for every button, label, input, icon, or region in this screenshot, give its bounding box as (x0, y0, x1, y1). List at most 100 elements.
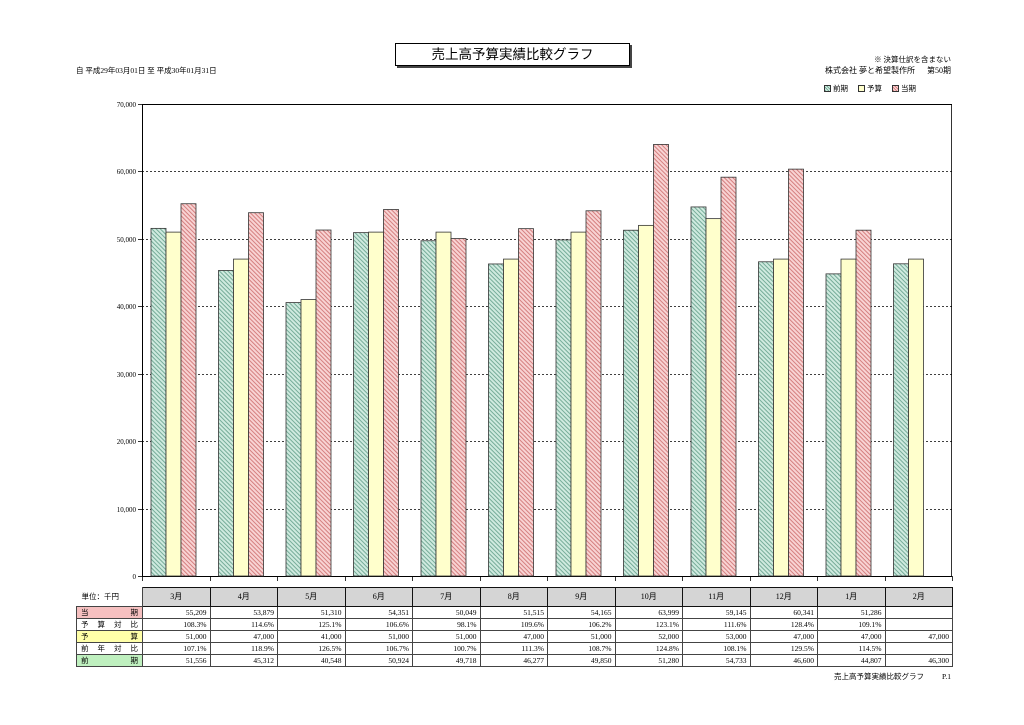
table-cell: 46,277 (479, 654, 548, 667)
bar-budget-9 (705, 218, 722, 577)
table-header-month: 2月 (884, 587, 953, 607)
table-cell: 54,351 (344, 606, 413, 619)
table-header-row: 単位：千円 3月 4月 5月 6月 7月 8月 9月 10月 11月 12月 1月 2月 (76, 587, 953, 607)
table-cell: 106.6% (344, 618, 413, 631)
bar-current-year-10 (788, 168, 804, 577)
bar-budget-4 (368, 231, 384, 577)
table-cell: 109.1% (817, 618, 886, 631)
table-header-month: 9月 (547, 587, 616, 607)
chart-legend: 前期 予算 当期 (824, 84, 916, 93)
company-info: 株式会社 夢と希望製作所 第50期 (825, 66, 951, 76)
bar-prior-year-6 (488, 263, 504, 577)
page-footer: 売上高予算実績比較グラフ P.1 (834, 672, 951, 682)
table-cell: 126.5% (277, 642, 346, 655)
table-row: 当期 55,209 53,879 51,310 54,351 50,049 51,515 54… (76, 606, 953, 619)
table-header-month: 12月 (749, 587, 818, 607)
table-cell: 114.6% (209, 618, 278, 631)
table-cell: 54,733 (682, 654, 751, 667)
bar-prior-year-9 (690, 206, 707, 577)
table-cell: 128.4% (749, 618, 818, 631)
table-cell: 59,145 (682, 606, 751, 619)
table-cell: 129.5% (749, 642, 818, 655)
table-cell: 47,000 (209, 630, 278, 643)
bar-current-year-5 (450, 238, 467, 577)
bar-current-year-8 (653, 144, 669, 577)
bar-prior-year-2 (218, 270, 234, 577)
table-body: 当期 55,209 53,879 51,310 54,351 50,049 51,515 54… (76, 606, 953, 667)
table-row: 予算 51,000 47,000 41,000 51,000 51,000 47,000 51… (76, 630, 953, 643)
bar-prior-year-3 (285, 302, 302, 577)
y-tick-label: 70,000 (117, 101, 137, 109)
legend-label-budget: 予算 (867, 84, 882, 93)
table-cell: 98.1% (412, 618, 481, 631)
table-header-month: 7月 (412, 587, 481, 607)
table-cell: 118.9% (209, 642, 278, 655)
table-cell: 51,280 (614, 654, 683, 667)
bar-budget-8 (638, 224, 654, 577)
table-cell: 51,000 (344, 630, 413, 643)
table-row: 予算対比 108.3% 114.6% 125.1% 106.6% 98.1% 109.6% 1… (76, 618, 953, 631)
row-label: 前年対比 (76, 642, 143, 655)
bar-prior-year-4 (353, 232, 369, 577)
bar-budget-11 (840, 258, 857, 577)
bar-prior-year-11 (825, 273, 842, 577)
bar-current-year-2 (248, 212, 264, 577)
table-cell: 49,718 (412, 654, 481, 667)
table-header-month: 11月 (682, 587, 751, 607)
table-cell: 47,000 (479, 630, 548, 643)
table-cell (884, 606, 953, 619)
gridlines (142, 104, 952, 577)
unit-label: 単位：千円 (76, 587, 143, 607)
table-cell: 114.5% (817, 642, 886, 655)
bar-budget-5 (435, 231, 452, 577)
table-cell (884, 618, 953, 631)
bar-budget-12 (908, 258, 924, 577)
row-label: 予算対比 (76, 618, 143, 631)
table-cell: 106.2% (547, 618, 616, 631)
table-header-month: 10月 (614, 587, 683, 607)
bar-budget-6 (503, 258, 519, 577)
table-cell (884, 642, 953, 655)
table-cell: 100.7% (412, 642, 481, 655)
bar-current-year-3 (315, 229, 332, 577)
bar-budget-10 (773, 258, 789, 577)
table-cell: 108.3% (142, 618, 211, 631)
table-header-month: 3月 (142, 587, 211, 607)
bar-prior-year-1 (150, 227, 167, 577)
table-cell: 47,000 (884, 630, 953, 643)
table-cell: 50,924 (344, 654, 413, 667)
table-cell: 46,600 (749, 654, 818, 667)
bar-current-year-7 (585, 210, 602, 577)
table-header-month: 5月 (277, 587, 346, 607)
table-cell: 111.6% (682, 618, 751, 631)
y-tick-label: 40,000 (117, 303, 137, 311)
table-cell: 47,000 (749, 630, 818, 643)
bar-current-year-11 (855, 229, 872, 577)
row-label: 当期 (76, 606, 143, 619)
note-label: ※ 決算仕訳を含まない (874, 55, 951, 64)
legend-label-prior-year: 前期 (833, 84, 848, 93)
bar-current-year-9 (720, 176, 737, 577)
page-title: 売上高予算実績比較グラフ (395, 43, 630, 66)
bar-budget-3 (300, 299, 317, 577)
table-cell: 124.8% (614, 642, 683, 655)
y-tick-label: 50,000 (117, 236, 137, 244)
bar-prior-year-10 (758, 261, 774, 577)
table-cell: 47,000 (817, 630, 886, 643)
data-table: 単位：千円 3月 4月 5月 6月 7月 8月 9月 10月 11月 12月 1月 2月 当期 55,20… (76, 587, 953, 667)
table-row: 前期 51,556 45,312 40,548 50,924 49,718 46,277 49… (76, 654, 953, 667)
y-tick-label: 60,000 (117, 168, 137, 176)
table-cell: 53,000 (682, 630, 751, 643)
bars (150, 144, 924, 577)
legend-item-budget: 予算 (858, 84, 882, 93)
table-header: 単位：千円 3月 4月 5月 6月 7月 8月 9月 10月 11月 12月 1月 2月 (76, 587, 953, 607)
legend-item-current-year: 当期 (892, 84, 916, 93)
row-label: 前期 (76, 654, 143, 667)
y-tick-label: 30,000 (117, 371, 137, 379)
table-cell: 111.3% (479, 642, 548, 655)
table-cell: 123.1% (614, 618, 683, 631)
table-row: 前年対比 107.1% 118.9% 126.5% 106.7% 100.7% 111.3%… (76, 642, 953, 655)
table-cell: 108.7% (547, 642, 616, 655)
table-cell: 54,165 (547, 606, 616, 619)
table-cell: 109.6% (479, 618, 548, 631)
